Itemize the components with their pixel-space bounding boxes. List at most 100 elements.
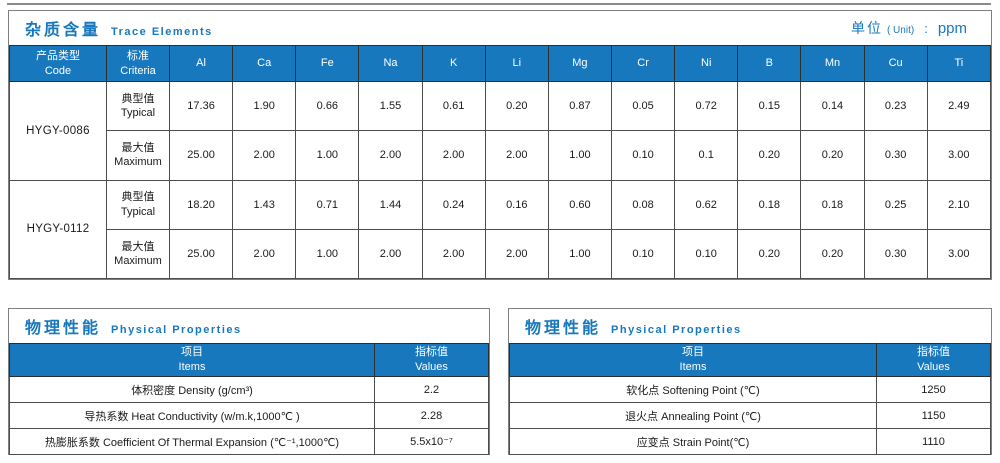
physical-data-row: 热膨胀系数 Coefficient Of Thermal Expansion (… (9, 428, 489, 455)
physical-properties-table-right: 项目 Items 指标值 Values 软化点 Softening Point (℃) 1… (509, 343, 991, 455)
trace-value-cell: 0.1 (674, 130, 739, 181)
col-header-element: Al (168, 45, 234, 82)
unit-label: 单位 ( Unit) : ppm (851, 18, 967, 38)
trace-value-cell: 3.00 (926, 130, 992, 181)
trace-value-cell: 0.15 (737, 80, 802, 132)
physical-left-title-row: 物理性能 Physical Properties (9, 309, 489, 343)
trace-value-cell: 2.00 (232, 228, 297, 280)
col-header-values: 指标值 Values (876, 343, 991, 377)
property-value-cell: 2.28 (374, 402, 489, 429)
col-header-criteria: 标准 Criteria (106, 45, 170, 82)
trace-value-cell: 0.30 (863, 228, 928, 280)
physical-properties-section-left: 物理性能 Physical Properties 项目 Items 指标值 Values… (8, 308, 490, 455)
unit-label-paren: ( Unit) (886, 25, 915, 36)
trace-value-cell: 0.66 (295, 80, 360, 132)
trace-value-cell: 0.05 (610, 80, 676, 132)
trace-value-cell: 0.30 (863, 130, 928, 181)
criteria-label-cell: 最大值 Maximum (106, 228, 170, 280)
col-header-element: Ti (926, 45, 992, 82)
trace-value-cell: 0.20 (737, 228, 802, 280)
product-code-cell: HYGY-0086 (9, 81, 107, 181)
trace-value-cell: 2.00 (232, 130, 297, 181)
trace-elements-table: 产品类型 Code 标准 Criteria Al Ca Fe Na K Li Mg Cr Ni B Mn Cu… (9, 45, 992, 280)
col-header-element: Fe (295, 45, 360, 82)
section-title-en: Physical Properties (111, 324, 242, 336)
physical-header-row: 项目 Items 指标值 Values (9, 343, 489, 377)
trace-data-row: 最大值 Maximum 25.00 2.00 1.00 2.00 2.00 2.00 1.00 0… (10, 130, 992, 181)
trace-value-cell: 0.23 (863, 80, 928, 132)
col-header-element: Cu (863, 45, 928, 82)
property-item-cell: 体积密度 Density (g/cm³) (9, 376, 375, 403)
trace-value-cell: 2.00 (421, 228, 486, 280)
trace-value-cell: 0.24 (421, 179, 486, 230)
col-header-element: K (421, 45, 486, 82)
trace-value-cell: 2.10 (926, 179, 992, 230)
physical-right-title-row: 物理性能 Physical Properties (509, 309, 991, 343)
trace-value-cell: 0.87 (547, 80, 612, 132)
col-header-code: 产品类型 Code (9, 45, 107, 82)
trace-value-cell: 0.20 (800, 228, 865, 280)
physical-data-row: 软化点 Softening Point (℃) 1250 (509, 376, 991, 403)
trace-value-cell: 0.60 (547, 179, 612, 230)
section-title-en: Physical Properties (611, 324, 742, 336)
trace-value-cell: 2.00 (358, 130, 423, 181)
trace-value-cell: 25.00 (168, 130, 234, 181)
trace-value-cell: 0.18 (737, 179, 802, 230)
property-item-cell: 导热系数 Heat Conductivity (w/m.k,1000℃ ) (9, 402, 375, 429)
physical-data-row: 导热系数 Heat Conductivity (w/m.k,1000℃ ) 2.2… (9, 402, 489, 429)
criteria-label-cell: 典型值 Typical (106, 179, 170, 230)
trace-value-cell: 1.90 (232, 80, 297, 132)
col-header-items: 项目 Items (9, 343, 375, 377)
trace-value-cell: 3.00 (926, 228, 992, 280)
property-item-cell: 应变点 Strain Point(℃) (509, 428, 877, 455)
trace-value-cell: 0.10 (610, 228, 676, 280)
trace-value-cell: 0.71 (295, 179, 360, 230)
trace-elements-title: 杂质含量 Trace Elements (25, 16, 213, 40)
trace-value-cell: 17.36 (168, 80, 234, 132)
unit-label-zh: 单位 (850, 20, 883, 36)
trace-value-cell: 0.20 (800, 130, 865, 181)
trace-value-cell: 0.14 (800, 80, 865, 132)
top-divider-rule (7, 3, 991, 5)
trace-value-cell: 0.10 (610, 130, 676, 181)
property-value-cell: 1250 (876, 376, 991, 403)
property-value-cell: 2.2 (374, 376, 489, 403)
trace-value-cell: 0.16 (484, 179, 549, 230)
trace-value-cell: 0.18 (800, 179, 865, 230)
property-item-cell: 退火点 Annealing Point (℃) (509, 402, 877, 429)
section-title-zh: 物理性能 (25, 320, 102, 337)
physical-data-row: 退火点 Annealing Point (℃) 1150 (509, 402, 991, 429)
trace-value-cell: 0.72 (674, 80, 739, 132)
trace-data-row: HYGY-0112 典型值 Typical 18.20 1.43 0.71 1.44 0.24… (9, 179, 992, 279)
trace-value-cell: 1.00 (547, 228, 612, 280)
trace-value-cell: 0.10 (674, 228, 739, 280)
col-header-element: Li (484, 45, 549, 82)
trace-value-cell: 2.00 (421, 130, 486, 181)
physical-right-title: 物理性能 Physical Properties (525, 314, 742, 338)
physical-left-title: 物理性能 Physical Properties (25, 314, 242, 338)
trace-value-cell: 1.00 (295, 130, 360, 181)
criteria-label-cell: 最大值 Maximum (106, 130, 170, 181)
col-header-values: 指标值 Values (374, 343, 489, 377)
trace-value-cell: 2.49 (926, 80, 992, 132)
col-header-element: B (737, 45, 802, 82)
property-value-cell: 1150 (876, 402, 991, 429)
physical-properties-table-left: 项目 Items 指标值 Values 体积密度 Density (g/cm³) 2.2 导… (9, 343, 489, 455)
trace-value-cell: 25.00 (168, 228, 234, 280)
section-title-zh: 物理性能 (525, 320, 602, 337)
physical-properties-section-right: 物理性能 Physical Properties 项目 Items 指标值 Values… (508, 308, 992, 455)
trace-value-cell: 2.00 (358, 228, 423, 280)
trace-value-cell: 2.00 (484, 130, 549, 181)
trace-value-cell: 1.00 (295, 228, 360, 280)
criteria-label-cell: 典型值 Typical (106, 80, 170, 132)
trace-data-row: HYGY-0086 典型值 Typical 17.36 1.90 0.66 1.55 0.61… (9, 80, 992, 181)
trace-value-cell: 1.00 (547, 130, 612, 181)
property-item-cell: 软化点 Softening Point (℃) (509, 376, 877, 403)
section-title-zh: 杂质含量 (25, 22, 102, 39)
trace-value-cell: 18.20 (168, 179, 234, 230)
col-header-element: Mn (800, 45, 865, 82)
col-header-element: Ca (232, 45, 297, 82)
product-code-cell: HYGY-0112 (9, 179, 107, 279)
col-header-items: 项目 Items (509, 343, 877, 377)
